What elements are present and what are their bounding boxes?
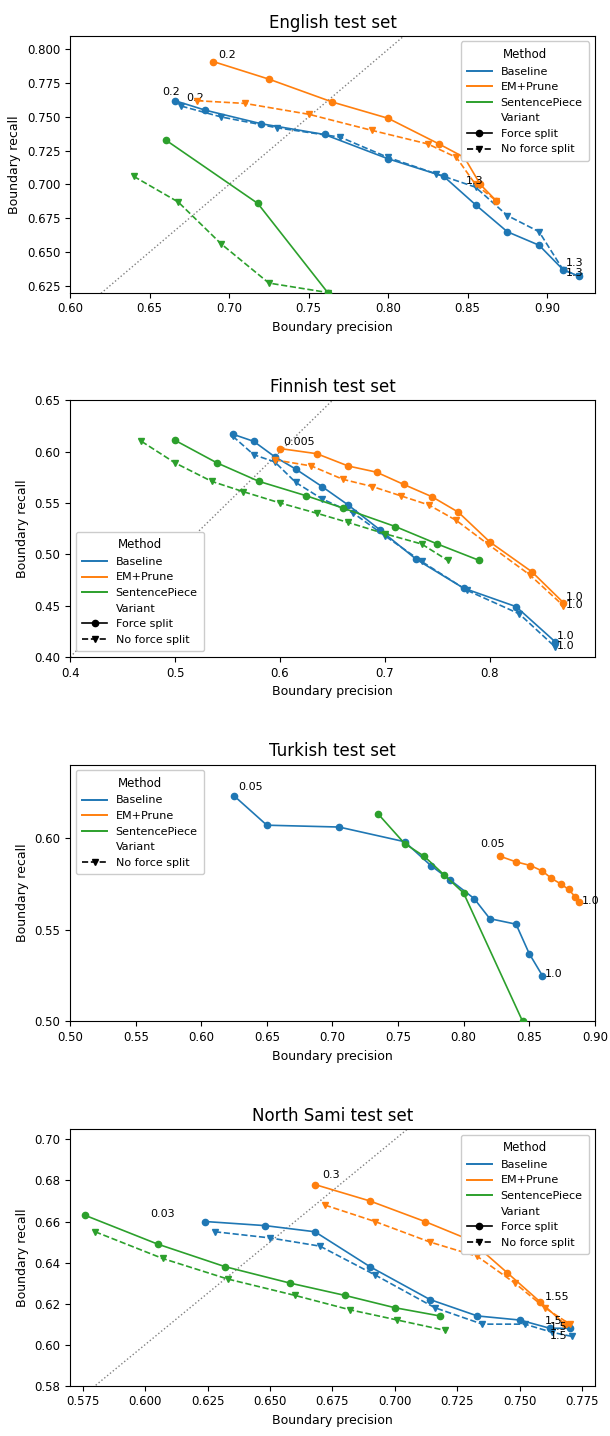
Text: 0.2: 0.2 <box>186 93 204 103</box>
Text: 1.0: 1.0 <box>565 600 583 610</box>
Text: 1.0: 1.0 <box>557 640 575 651</box>
Title: North Sami test set: North Sami test set <box>252 1107 413 1124</box>
Text: 0.005: 0.005 <box>283 438 315 448</box>
Text: 0.3: 0.3 <box>323 1170 340 1180</box>
Text: 1.5: 1.5 <box>550 1331 567 1341</box>
Text: 0.05: 0.05 <box>481 839 505 849</box>
Text: 1.55: 1.55 <box>545 1291 569 1301</box>
Legend: Baseline, EM+Prune, SentencePiece, Variant, No force split: Baseline, EM+Prune, SentencePiece, Varia… <box>76 770 204 875</box>
Legend: Baseline, EM+Prune, SentencePiece, Variant, Force split, No force split: Baseline, EM+Prune, SentencePiece, Varia… <box>76 531 204 652</box>
Y-axis label: Boundary recall: Boundary recall <box>16 480 29 577</box>
X-axis label: Boundary precision: Boundary precision <box>272 685 393 698</box>
Y-axis label: Boundary recall: Boundary recall <box>16 1208 29 1307</box>
Text: 0.03: 0.03 <box>150 1209 174 1219</box>
Y-axis label: Boundary recall: Boundary recall <box>9 115 21 214</box>
Text: 1.3: 1.3 <box>566 269 584 279</box>
X-axis label: Boundary precision: Boundary precision <box>272 320 393 333</box>
X-axis label: Boundary precision: Boundary precision <box>272 1414 393 1427</box>
Title: English test set: English test set <box>268 13 396 32</box>
Text: 1.3: 1.3 <box>566 257 584 267</box>
Title: Turkish test set: Turkish test set <box>269 742 396 761</box>
Text: 1.0: 1.0 <box>582 896 599 906</box>
Text: 0.05: 0.05 <box>238 783 263 793</box>
X-axis label: Boundary precision: Boundary precision <box>272 1050 393 1063</box>
Title: Finnish test set: Finnish test set <box>270 378 395 396</box>
Text: 1.3: 1.3 <box>466 177 484 187</box>
Text: 0.2: 0.2 <box>218 49 235 59</box>
Text: 1.5: 1.5 <box>550 1323 567 1333</box>
Text: 1.0: 1.0 <box>565 593 583 603</box>
Legend: Baseline, EM+Prune, SentencePiece, Variant, Force split, No force split: Baseline, EM+Prune, SentencePiece, Varia… <box>461 42 589 161</box>
Text: 1.3: 1.3 <box>466 146 484 157</box>
Text: 0.2: 0.2 <box>162 88 180 98</box>
Text: 1.0: 1.0 <box>557 632 575 642</box>
Text: 1.5: 1.5 <box>545 1317 562 1327</box>
Text: 1.0: 1.0 <box>545 969 562 979</box>
Y-axis label: Boundary recall: Boundary recall <box>16 844 29 942</box>
Legend: Baseline, EM+Prune, SentencePiece, Variant, Force split, No force split: Baseline, EM+Prune, SentencePiece, Varia… <box>461 1134 589 1254</box>
